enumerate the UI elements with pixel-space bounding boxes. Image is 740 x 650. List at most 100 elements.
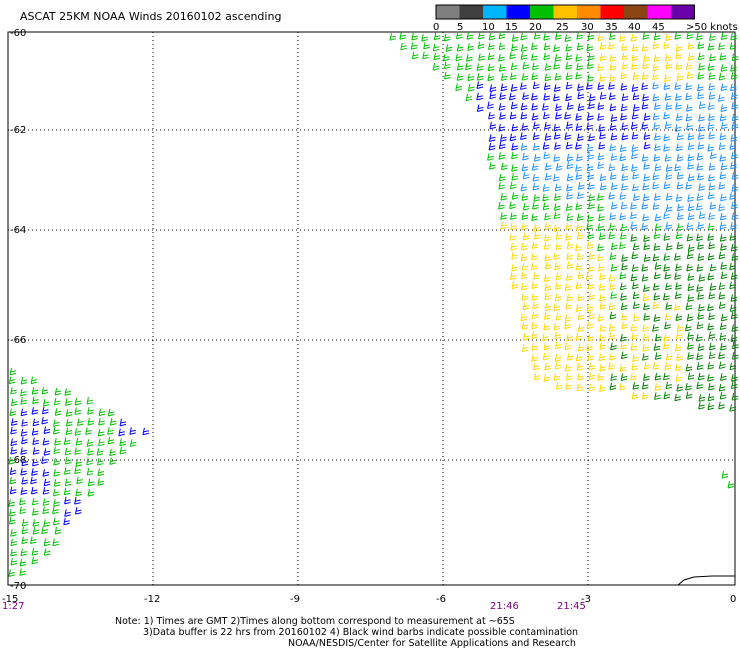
wind-barb [687,53,695,61]
legend-labels: 0 5 10 15 20 25 30 35 40 45 >50 knots [433,22,738,33]
wind-barb [621,313,628,321]
wind-barb [687,283,695,292]
wind-barb [609,222,616,231]
wind-barb [599,363,606,372]
wind-barb [531,252,538,261]
wind-barb [718,301,726,310]
wind-barb [107,436,115,445]
wind-barb [652,202,660,210]
wind-barb [610,201,618,210]
wind-barb [720,64,728,72]
wind-barb [566,333,573,342]
wind-barb [533,31,541,40]
wind-barb [620,103,628,112]
wind-barb [533,231,541,240]
wind-barb [576,223,583,231]
lon-label: -6 [436,594,446,605]
wind-barb [521,163,529,172]
wind-barb [456,43,464,52]
wind-barb [641,201,649,210]
wind-barb [554,54,562,62]
wind-barb [719,221,727,230]
wind-barb [553,211,561,220]
wind-barb [500,134,507,142]
wind-barb [620,334,627,342]
wind-barb [619,34,626,42]
wind-barb [544,212,551,221]
wind-barb [566,183,573,192]
wind-barb [697,253,705,262]
wind-barb [119,438,126,447]
wind-barb [675,93,682,101]
wind-barb [498,103,506,111]
wind-barb [52,538,59,547]
wind-barb [389,33,397,41]
wind-barb [631,111,639,120]
wind-barb [630,273,638,282]
wind-barb [686,71,694,80]
wind-barb [532,182,540,191]
wind-barb [619,364,627,372]
wind-barb [620,373,628,381]
wind-barb [654,352,662,360]
wind-barb [531,354,538,362]
wind-barb [597,204,604,212]
wind-barb [511,151,518,160]
wind-barb [696,352,703,361]
wind-barb [609,63,616,71]
wind-barb [587,353,595,361]
wind-barb [520,313,528,322]
wind-barb [643,242,651,251]
wind-barb [118,428,125,437]
wind-barb [708,331,716,340]
wind-barb [643,173,650,182]
wind-barb [456,73,464,81]
wind-barb [544,292,552,301]
wind-barb [20,428,28,437]
wind-barb [708,382,715,391]
wind-barb [64,388,71,396]
latitude-labels: -60 -62 -64 -66 -68 -70 [10,28,26,592]
wind-barb [31,387,39,395]
wind-barb [642,182,650,191]
wind-barb [720,193,727,202]
wind-barb [709,201,717,210]
legend-swatch [459,5,483,19]
wind-barb [511,192,519,200]
wind-barb [509,51,516,60]
wind-barb [663,133,670,142]
wind-barb [575,54,582,62]
wind-barb [531,343,539,351]
wind-barb [641,381,649,390]
wind-barb [719,52,727,61]
wind-barb [652,282,660,291]
wind-barb [720,243,727,251]
wind-barb [675,282,682,290]
wind-barb [719,154,727,162]
wind-barb [654,102,661,110]
wind-barb [543,33,550,41]
wind-barb [455,31,463,40]
wind-barb [443,71,451,80]
wind-barb [697,132,705,140]
wind-barb [531,112,539,121]
wind-barb [708,241,715,250]
wind-barb [731,172,739,180]
wind-barb [686,62,693,70]
wind-barb [697,71,705,80]
wind-barb [509,181,517,190]
wind-barb [509,201,516,210]
wind-barb [707,42,715,51]
wind-barb [620,342,627,350]
wind-barb [521,322,529,330]
wind-barb [566,173,574,182]
wind-barb [707,63,715,71]
wind-barb [588,133,595,142]
wind-barb [554,193,561,201]
wind-barb [597,161,604,170]
wind-barb [522,92,529,100]
wind-barb [708,72,716,80]
wind-barb [630,201,637,210]
wind-barb [730,151,738,160]
wind-barb [498,42,506,51]
